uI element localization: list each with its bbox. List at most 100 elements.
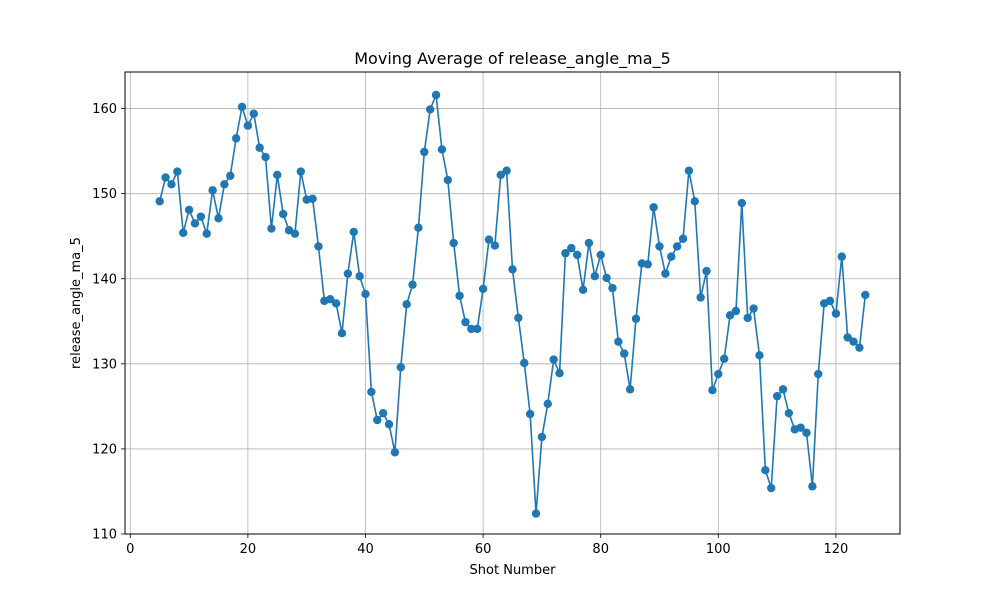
data-point (396, 363, 405, 372)
data-point (531, 509, 541, 518)
data-point (719, 354, 729, 363)
data-point (772, 391, 782, 401)
data-point (420, 147, 429, 157)
data-point (543, 399, 552, 409)
data-point (749, 304, 758, 313)
data-point (278, 209, 288, 219)
data-point (667, 252, 676, 261)
data-point (267, 224, 276, 233)
data-point (484, 235, 494, 244)
data-point (620, 349, 629, 358)
data-point (643, 260, 652, 269)
data-point (708, 386, 717, 395)
data-point (702, 266, 711, 276)
y-tick-label: 110 (92, 528, 117, 543)
data-point (208, 186, 217, 195)
data-point (214, 214, 223, 223)
x-axis-label: Shot Number (470, 563, 557, 578)
data-point (631, 314, 641, 323)
data-point (496, 170, 505, 180)
data-point (326, 294, 335, 304)
data-point (220, 180, 229, 189)
data-point (755, 351, 764, 360)
data-point (861, 290, 870, 300)
data-point (796, 423, 805, 432)
data-point (614, 337, 623, 346)
data-point (672, 242, 682, 251)
data-point (378, 408, 388, 418)
data-point (520, 358, 529, 368)
y-tick-label: 150 (92, 187, 117, 202)
x-tick-label: 100 (706, 542, 731, 557)
data-point (337, 329, 347, 338)
data-point (814, 369, 823, 379)
data-point (678, 234, 688, 243)
chart-title: Moving Average of release_angle_ma_5 (354, 49, 671, 69)
data-point (514, 313, 523, 323)
data-point (308, 194, 317, 203)
data-point (226, 171, 235, 181)
data-point (761, 465, 770, 475)
data-point (490, 241, 500, 250)
data-point (608, 283, 617, 293)
data-point (567, 243, 576, 253)
data-point (855, 343, 864, 352)
data-point (449, 238, 458, 248)
data-point (414, 223, 423, 232)
data-point (343, 269, 353, 278)
data-point (361, 289, 370, 299)
data-point (696, 293, 705, 302)
data-point (649, 203, 658, 212)
x-axis-ticks: 0 20 40 60 80 100 120 (126, 534, 848, 557)
x-tick-label: 40 (357, 542, 374, 557)
data-point (408, 280, 417, 289)
data-point (155, 197, 164, 206)
data-point (390, 448, 400, 457)
x-tick-label: 0 (126, 542, 134, 557)
data-point (461, 317, 470, 327)
data-point (331, 299, 341, 308)
data-point (273, 170, 282, 180)
data-point (231, 134, 241, 143)
data-point (402, 300, 411, 309)
data-point (290, 229, 300, 238)
data-point (784, 408, 794, 418)
data-point (167, 180, 176, 189)
data-point (478, 284, 488, 294)
data-point (161, 173, 170, 182)
data-point (508, 265, 517, 274)
data-point (196, 212, 206, 221)
data-point (184, 205, 194, 215)
data-point (437, 145, 447, 154)
data-point (561, 249, 570, 258)
data-point (314, 242, 323, 251)
grid-lines (125, 72, 900, 535)
x-tick-label: 20 (240, 542, 257, 557)
data-point (202, 229, 211, 238)
data-point (549, 355, 558, 364)
data-point (384, 420, 394, 429)
data-point (825, 296, 835, 306)
data-point (243, 121, 253, 130)
data-point (455, 291, 464, 300)
data-point (690, 197, 699, 206)
data-point (296, 167, 306, 176)
data-point (467, 324, 476, 334)
data-point (249, 109, 258, 118)
data-point (584, 238, 594, 248)
data-point (572, 250, 582, 260)
data-point (190, 219, 200, 228)
data-point (237, 102, 247, 112)
data-point (743, 313, 752, 323)
data-point (596, 250, 605, 260)
data-point (173, 167, 182, 176)
data-point (849, 337, 858, 346)
data-point (355, 271, 364, 281)
data-point (349, 227, 358, 237)
data-point (714, 369, 723, 379)
data-point (431, 90, 441, 100)
data-point (684, 166, 694, 175)
data-point (578, 285, 588, 295)
